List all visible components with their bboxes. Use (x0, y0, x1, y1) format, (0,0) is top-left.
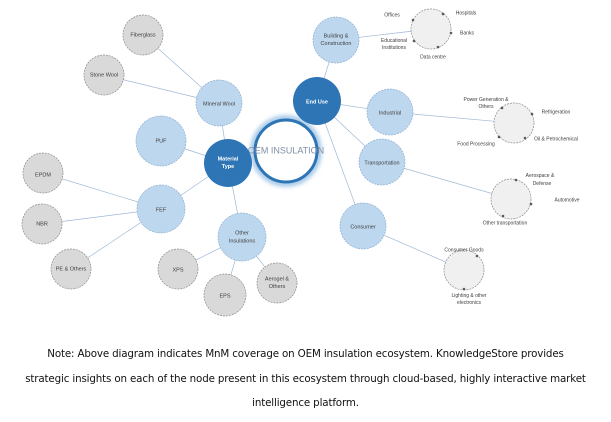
node-epdm[interactable]: EPDM (22, 152, 64, 194)
node-xps[interactable]: XPS (157, 248, 199, 290)
svg-text:PE & Others: PE & Others (56, 266, 87, 272)
svg-text:FEF: FEF (156, 207, 167, 213)
svg-text:Consumer: Consumer (350, 224, 376, 230)
label-food-processing: Food Processing (457, 141, 495, 147)
node-transportation[interactable]: Transportation (358, 138, 406, 186)
label-power-generation: Power Generation & Others (463, 97, 509, 110)
industrial-subsegments: Power Generation & Others Refrigeration O… (457, 97, 578, 147)
center-node-oem-insulation[interactable]: OEM INSULATION (248, 115, 324, 187)
node-mineral-wool[interactable]: Mineral Wool (195, 79, 243, 127)
note-line-3: intelligence platform. (252, 397, 359, 409)
svg-text:XPS: XPS (172, 267, 183, 273)
svg-text:Industrial: Industrial (379, 110, 401, 116)
node-end-use[interactable]: End Use (293, 77, 341, 125)
label-automotive: Automotive (554, 197, 579, 203)
label-aerospace-defense: Aerospace & Defense (526, 173, 555, 187)
label-oil-petrochemical: Oil & Petrochemical (534, 136, 578, 142)
node-industrial[interactable]: Industrial (366, 88, 414, 136)
node-building-construction[interactable]: Building & Construction (312, 16, 360, 64)
node-consumer[interactable]: Consumer (339, 202, 387, 250)
node-fef[interactable]: FEF (136, 184, 186, 234)
svg-text:Stone Wool: Stone Wool (90, 72, 118, 78)
svg-text:Fiberglass: Fiberglass (130, 32, 156, 38)
building-subsegments: Offices Hospitals Banks Educational Insti… (381, 8, 477, 60)
node-aerogel-others[interactable]: Aerogel & Others (256, 262, 298, 304)
note-line-2: strategic insights on each of the node p… (25, 373, 586, 385)
svg-text:Transportation: Transportation (364, 160, 399, 166)
transportation-subsegments: Aerospace & Defense Automotive Other tran… (483, 173, 580, 226)
node-stone-wool[interactable]: Stone Wool (83, 54, 125, 96)
label-refrigeration: Refrigeration (542, 109, 571, 115)
label-banks: Banks (460, 30, 474, 36)
node-other-insulations[interactable]: Other Insulations (217, 212, 267, 262)
label-data-centre: Data centre (420, 54, 446, 60)
label-lighting-electronics: Lighting & other electronics (451, 293, 486, 306)
label-offices: Offices (384, 12, 400, 18)
label-educational-institutions: Educational Institutions (381, 38, 407, 51)
center-label: OEM INSULATION (248, 145, 324, 155)
svg-text:EPDM: EPDM (35, 172, 51, 178)
node-material-type[interactable]: Material Type (204, 139, 252, 187)
consumer-subsegments: Consumer Goods Lighting & other electroni… (443, 247, 487, 306)
svg-text:PUF: PUF (156, 138, 168, 144)
label-hospitals: Hospitals (456, 10, 477, 16)
node-puf[interactable]: PUF (135, 115, 187, 167)
svg-text:Mineral Wool: Mineral Wool (203, 101, 235, 107)
node-pe-others[interactable]: PE & Others (50, 248, 92, 290)
svg-text:NBR: NBR (36, 221, 48, 227)
node-eps[interactable]: EPS (203, 273, 247, 317)
svg-text:EPS: EPS (219, 293, 230, 299)
svg-text:Aerogel &Others: Aerogel & Others (265, 277, 289, 291)
node-fiberglass[interactable]: Fiberglass (122, 14, 164, 56)
svg-text:Building &Construction: Building & Construction (321, 34, 352, 48)
oem-insulation-ecosystem-diagram: OEM INSULATION Material Type Mineral Wool… (21, 8, 580, 317)
node-nbr[interactable]: NBR (21, 203, 63, 245)
svg-text:End Use: End Use (306, 99, 328, 105)
note-line-1: Note: Above diagram indicates MnM covera… (47, 348, 564, 360)
label-other-transportation: Other transportation (483, 220, 528, 226)
label-consumer-goods: Consumer Goods (444, 247, 484, 253)
